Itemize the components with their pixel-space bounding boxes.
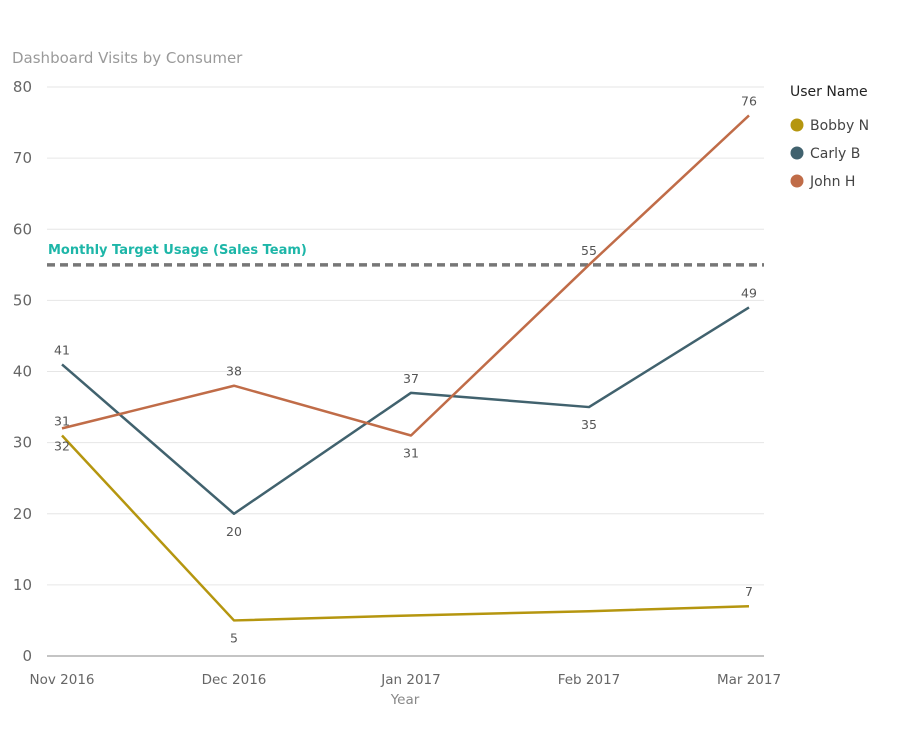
data-label: 20 (226, 524, 242, 539)
y-tick-label: 30 (13, 434, 32, 452)
legend-marker (790, 146, 804, 160)
data-label: 49 (741, 285, 757, 300)
y-axis-ticks: 0 10 20 30 40 50 60 70 80 (13, 78, 32, 665)
target-reference-line: Monthly Target Usage (Sales Team) (47, 243, 764, 267)
series-line-carly-b (61, 306, 750, 515)
series-line-bobby-n (61, 434, 750, 622)
data-label: 5 (230, 630, 238, 645)
data-label: 55 (581, 243, 597, 258)
y-tick-label: 20 (13, 505, 32, 523)
x-tick-label: Feb 2017 (558, 672, 621, 688)
legend-entry-label: Carly B (810, 146, 860, 162)
data-label: 31 (54, 414, 70, 429)
data-label: 35 (581, 417, 597, 432)
y-tick-label: 0 (22, 647, 32, 665)
legend-marker (790, 174, 804, 188)
legend-title: User Name (790, 84, 868, 100)
x-axis-ticks: Nov 2016 Dec 2016 Jan 2017 Feb 2017 Mar 2017 (30, 672, 782, 688)
data-label: 31 (403, 446, 419, 461)
data-label: 7 (745, 584, 753, 599)
y-tick-label: 70 (13, 149, 32, 167)
data-label: 41 (54, 342, 70, 357)
legend-marker (790, 118, 804, 132)
gridlines (47, 86, 764, 657)
data-label: 38 (226, 364, 242, 379)
target-line-label: Monthly Target Usage (Sales Team) (48, 243, 307, 258)
chart-title: Dashboard Visits by Consumer (12, 49, 243, 67)
y-tick-label: 10 (13, 576, 32, 594)
series-lines (61, 114, 750, 622)
data-labels: 31 5 7 41 20 37 35 49 32 38 31 55 76 (54, 93, 757, 645)
y-tick-label: 50 (13, 291, 32, 309)
x-tick-label: Mar 2017 (717, 672, 781, 688)
legend[interactable]: User Name Bobby N Carly B John H (790, 84, 869, 190)
x-axis-title: Year (390, 692, 420, 708)
data-label: 76 (741, 93, 757, 108)
x-tick-label: Dec 2016 (202, 672, 267, 688)
series-line-john-h (61, 114, 750, 437)
y-tick-label: 60 (13, 220, 32, 238)
legend-entry-label: Bobby N (810, 118, 869, 134)
y-tick-label: 40 (13, 363, 32, 381)
x-tick-label: Nov 2016 (30, 672, 95, 688)
legend-entry-label: John H (809, 174, 855, 190)
data-label: 32 (54, 438, 70, 453)
x-tick-label: Jan 2017 (380, 672, 440, 688)
data-label: 37 (403, 371, 419, 386)
y-tick-label: 80 (13, 78, 32, 96)
